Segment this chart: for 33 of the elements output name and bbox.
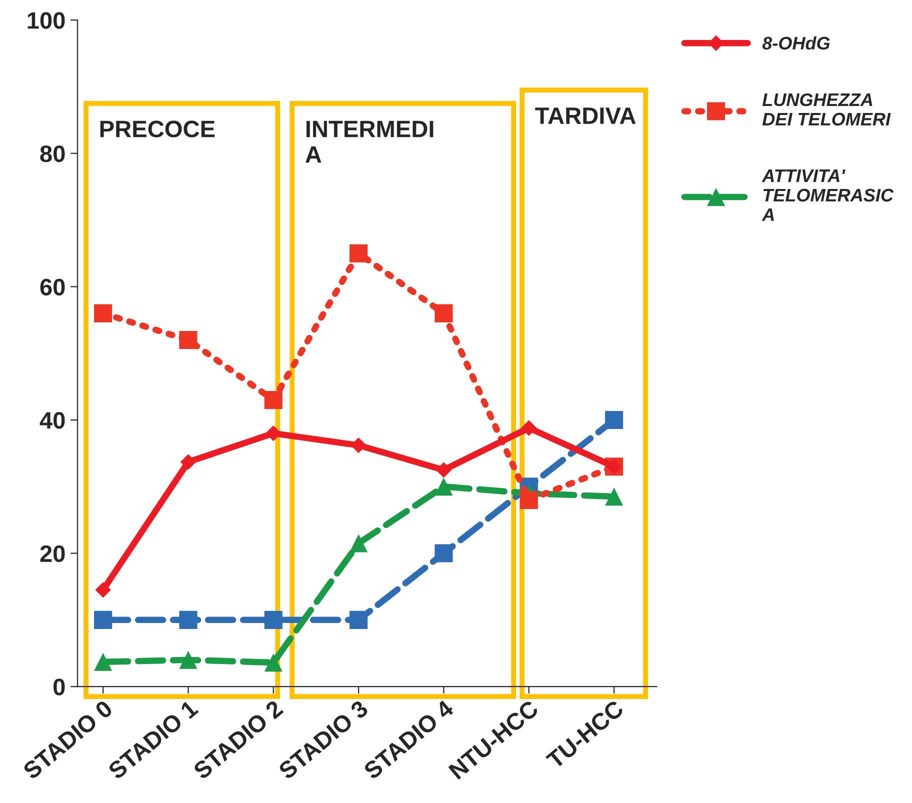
point (264, 390, 282, 410)
point (350, 244, 368, 262)
point (94, 652, 112, 671)
point (94, 610, 112, 629)
point (434, 478, 453, 496)
point (521, 420, 537, 436)
point (434, 544, 453, 562)
legend-label: 8-OHdG (762, 36, 830, 50)
point (180, 454, 196, 470)
point (350, 610, 368, 629)
legend-label: ATTIVITA' TELOMERASIC A (762, 170, 894, 221)
y-tick-label: 100 (28, 12, 65, 29)
point (94, 304, 112, 322)
point (434, 304, 453, 322)
point (95, 582, 111, 598)
point (179, 610, 198, 629)
point (179, 330, 198, 350)
point (264, 654, 282, 672)
point (436, 462, 452, 478)
y-tick-label: 40 (40, 412, 65, 429)
point (605, 410, 624, 429)
y-tick-label: 0 (54, 678, 65, 696)
y-tick-label: 20 (40, 545, 65, 562)
annotation: INTERMEDI A (305, 120, 434, 163)
y-tick-label: 80 (40, 145, 65, 162)
y-tick-label: 60 (40, 278, 65, 296)
point (264, 610, 282, 629)
point (179, 650, 198, 669)
point (350, 534, 368, 552)
legend-label: LUNGHEZZA DEI TELOMERI (762, 93, 891, 126)
annotation: PRECOCE (100, 120, 215, 138)
annotation: TARDIVA (535, 108, 636, 124)
point (605, 488, 624, 506)
